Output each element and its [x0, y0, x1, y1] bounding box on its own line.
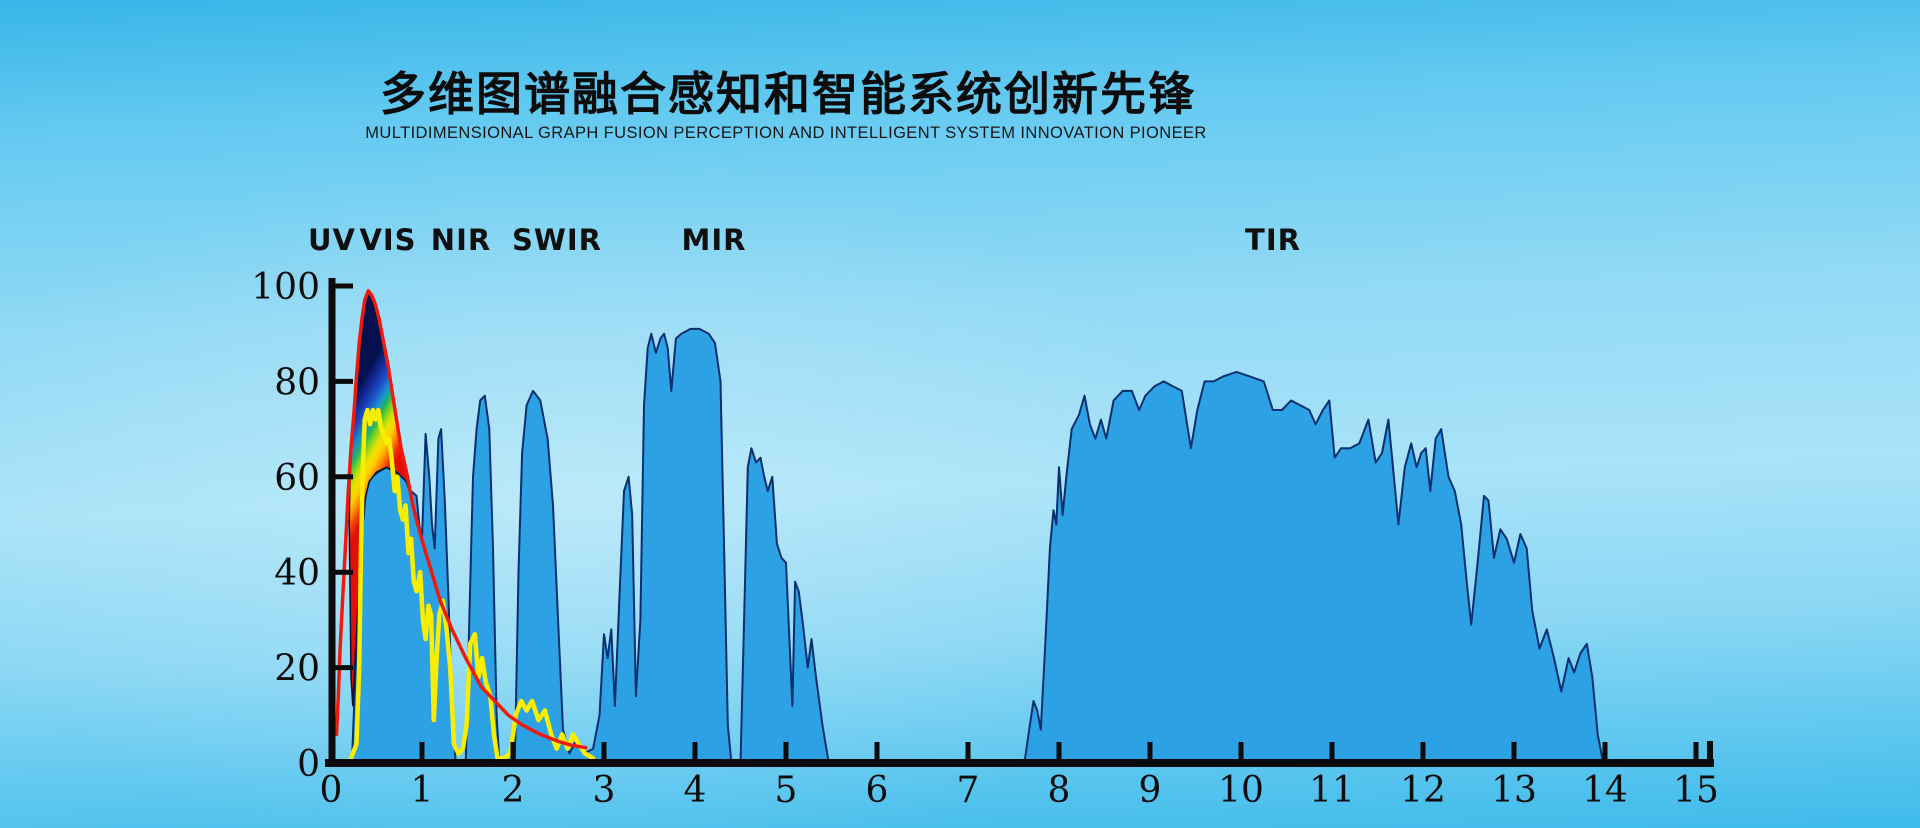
band-label-swir: SWIR — [512, 223, 602, 257]
blackbody-curve-line — [334, 289, 588, 750]
x-tick-label: 13 — [1491, 770, 1537, 811]
x-tick-label: 11 — [1309, 770, 1355, 811]
band-label-vis: VIS — [359, 223, 416, 257]
x-tick-label: 14 — [1582, 770, 1628, 811]
y-tick-label: 60 — [274, 458, 320, 499]
x-tick-label: 9 — [1139, 770, 1162, 811]
x-tick-label: 10 — [1218, 770, 1264, 811]
transmission-area — [350, 327, 1605, 764]
solar-spectrum-line — [346, 407, 596, 766]
x-tick-label: 12 — [1400, 770, 1446, 811]
x-tick-label: 0 — [320, 770, 343, 811]
x-tick-label: 2 — [502, 770, 525, 811]
y-tick-label: 40 — [274, 553, 320, 594]
x-tick-label: 8 — [1048, 770, 1071, 811]
page-title: 多维图谱融合感知和智能系统创新先锋 — [380, 68, 1196, 120]
x-tick-label: 6 — [866, 770, 889, 811]
y-tick-label: 20 — [274, 649, 320, 690]
y-tick-label: 80 — [274, 362, 320, 403]
x-tick-label: 15 — [1673, 770, 1719, 811]
x-tick-label: 4 — [684, 770, 707, 811]
page-subtitle: MULTIDIMENSIONAL GRAPH FUSION PERCEPTION… — [365, 124, 1207, 142]
band-label-nir: NIR — [431, 223, 491, 257]
band-label-mir: MIR — [682, 223, 747, 257]
x-tick-label: 5 — [775, 770, 798, 811]
y-tick-label: 0 — [297, 744, 320, 785]
x-tick-label: 1 — [411, 770, 434, 811]
band-label-uv: UV — [308, 223, 356, 257]
band-label-tir: TIR — [1245, 223, 1301, 257]
x-tick-label: 7 — [957, 770, 980, 811]
y-tick-label: 100 — [251, 267, 320, 308]
x-tick-label: 3 — [593, 770, 616, 811]
